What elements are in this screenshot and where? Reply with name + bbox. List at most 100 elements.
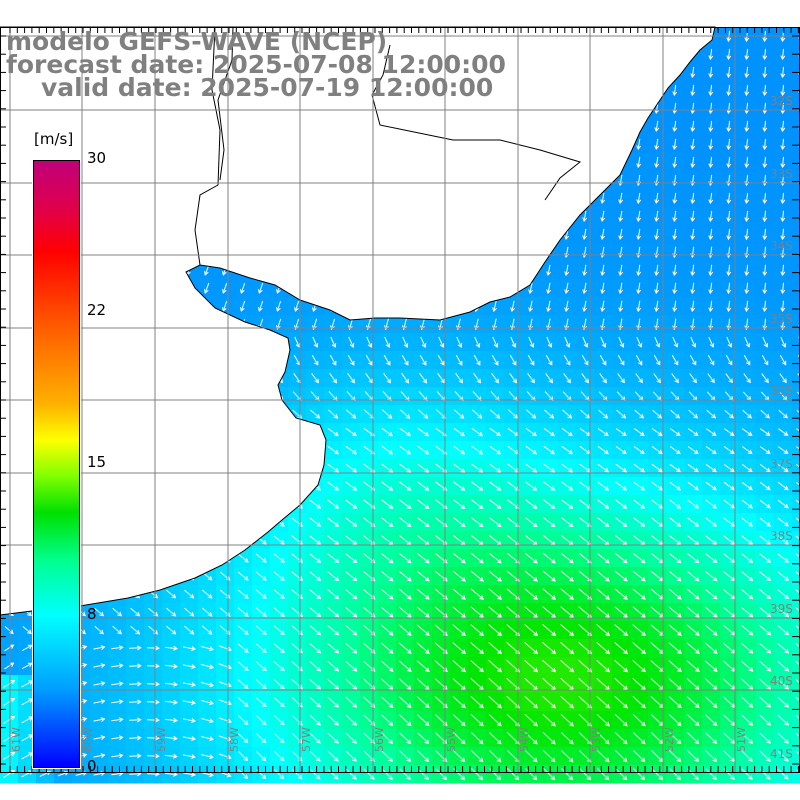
wind-arrow [672, 120, 678, 133]
wind-arrow [3, 715, 16, 724]
wind-arrow [416, 552, 430, 564]
wind-arrow [561, 768, 574, 781]
wind-arrow [795, 714, 800, 720]
wind-arrow [581, 373, 589, 384]
wind-arrow [690, 66, 696, 79]
wind-cell [792, 639, 800, 658]
wind-arrow [582, 282, 588, 295]
wind-arrow [668, 624, 682, 636]
wind-arrow [690, 300, 696, 313]
wind-cell [792, 207, 800, 226]
wind-arrow [741, 463, 753, 473]
wind-arrow [670, 409, 681, 419]
wind-arrow [704, 696, 718, 709]
wind-arrow [93, 753, 106, 758]
wind-arrow [416, 660, 430, 673]
wind-arrow [222, 282, 228, 294]
wind-arrow [744, 264, 750, 277]
wind-arrow [614, 749, 628, 763]
wind-arrow [401, 372, 410, 384]
wind-cell [792, 297, 800, 316]
wind-arrow [741, 714, 754, 726]
wind-arrow [470, 660, 484, 673]
wind-arrow [760, 428, 771, 436]
wind-arrow [633, 428, 645, 437]
wind-arrow [741, 750, 753, 762]
wind-arrow [327, 696, 340, 708]
wind-arrow [600, 192, 606, 205]
wind-arrow [653, 373, 661, 384]
wind-arrow [147, 735, 160, 741]
wind-cell [792, 657, 800, 676]
wind-arrow [635, 373, 643, 384]
wind-arrow [618, 300, 624, 313]
wind-arrow [345, 732, 357, 744]
wind-arrow [597, 428, 609, 437]
graticule [0, 27, 800, 772]
wind-arrow [237, 589, 249, 599]
wind-arrow [780, 156, 786, 169]
wind-arrow [672, 84, 678, 97]
wind-arrow [654, 192, 660, 205]
wind-arrow [525, 445, 537, 455]
wind-arrow [147, 663, 160, 669]
wind-arrow [380, 624, 394, 636]
wind-arrow [651, 463, 663, 473]
wind-arrow [596, 659, 611, 673]
wind-arrow [723, 517, 736, 527]
wind-arrow [618, 264, 624, 277]
wind-arrow [309, 696, 321, 708]
wind-cell [792, 711, 800, 730]
wind-arrow [255, 679, 267, 690]
wind-arrow [597, 768, 610, 781]
wind-cell [792, 747, 800, 766]
wind-arrow [200, 754, 214, 760]
wind-arrow [777, 553, 789, 563]
wind-arrow [690, 264, 696, 277]
wind-arrow [651, 428, 663, 437]
wind-arrow [708, 336, 715, 348]
lat-label: 40S [770, 674, 793, 688]
wind-arrow [330, 336, 337, 348]
wind-arrow [560, 642, 575, 655]
wind-arrow [708, 138, 714, 151]
wind-arrow [688, 409, 699, 419]
wind-arrow [579, 768, 592, 781]
wind-arrow [744, 300, 750, 313]
colorbar [32, 159, 81, 769]
wind-arrow [690, 120, 696, 133]
wind-arrow [365, 373, 373, 384]
wind-arrow [686, 624, 700, 636]
wind-arrow [690, 336, 697, 348]
wind-arrow [345, 517, 358, 527]
wind-arrow [761, 355, 769, 366]
wind-arrow [453, 445, 466, 455]
wind-arrow [796, 464, 800, 468]
wind-arrow [633, 481, 646, 491]
wind-arrow [777, 750, 789, 762]
wind-arrow [470, 695, 484, 709]
wind-arrow [600, 228, 606, 241]
wind-arrow [471, 768, 484, 781]
wind-arrow [399, 481, 412, 491]
wind-arrow [705, 446, 717, 455]
wind-arrow [780, 120, 786, 133]
wind-arrow [542, 588, 556, 600]
wind-arrow [419, 354, 427, 366]
wind-arrow [633, 463, 645, 473]
wind-arrow [686, 642, 700, 654]
wind-arrow [633, 445, 645, 455]
lon-label: 54W [518, 727, 531, 752]
wind-arrow [759, 571, 772, 582]
wind-arrow [563, 373, 571, 384]
wind-arrow [164, 717, 178, 723]
wind-arrow [240, 282, 246, 294]
wind-arrow [614, 642, 629, 655]
wind-arrow [166, 625, 177, 635]
wind-arrow [562, 409, 573, 419]
lat-label: 39S [770, 602, 793, 616]
wind-arrow [741, 535, 754, 545]
lat-label: 36S [770, 384, 793, 398]
wind-arrow [780, 300, 786, 313]
wind-arrow [632, 642, 646, 655]
